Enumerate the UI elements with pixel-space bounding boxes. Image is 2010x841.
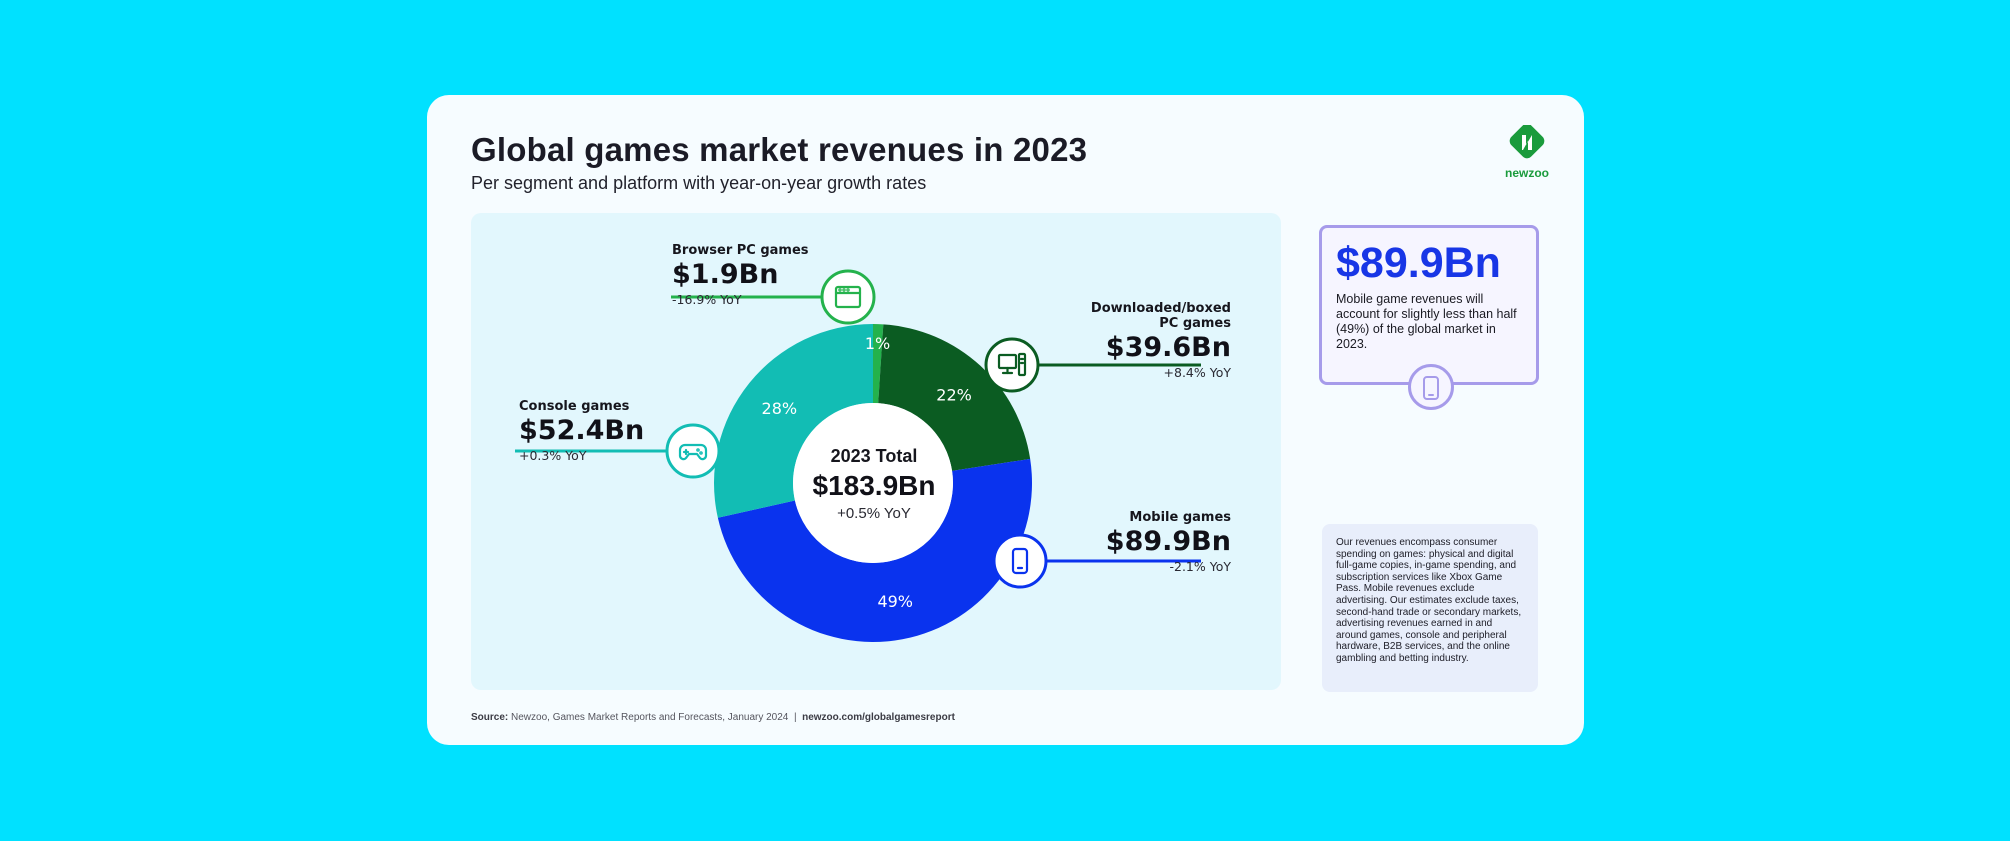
chart-panel: 1% 22% 49% 28% 2023 Total $183.9Bn +0.5% Yo…: [471, 213, 1281, 690]
slice-mobile: [717, 458, 1032, 643]
legend-mobile-yoy: -2.1% YoY: [1169, 559, 1232, 574]
center-total-value: $183.9Bn: [812, 470, 936, 501]
label-mobile: Mobile games $89.9Bn -2.1% YoY: [1041, 510, 1231, 574]
legend-mobile-name: Mobile games: [1129, 510, 1231, 525]
source-footer: Source: Newzoo, Games Market Reports and…: [471, 712, 955, 723]
source-text: Newzoo, Games Market Reports and Forecas…: [511, 712, 789, 723]
donut-hole: [793, 403, 953, 563]
legend-downloaded-pc-value: $39.6Bn: [1105, 332, 1231, 363]
page-title: Global games market revenues in 2023: [471, 131, 1088, 168]
legend-browser-pc-value: $1.9Bn: [672, 259, 779, 290]
label-browser-pc: Browser PC games $1.9Bn -16.9% YoY: [672, 243, 809, 307]
infographic-card: Global games market revenues in 2023 Per…: [427, 95, 1584, 745]
donut-slices: [714, 324, 1032, 643]
legend-console-name: Console games: [519, 399, 630, 414]
percent-label-downloaded-pc: 22%: [936, 386, 972, 405]
percent-label-console: 28%: [762, 399, 798, 418]
gamepad-icon: [665, 423, 721, 479]
mobile-phone-icon: [1408, 364, 1454, 410]
legend-downloaded-pc-yoy: +8.4% YoY: [1163, 365, 1231, 380]
slice-browser-pc: [873, 324, 884, 404]
newzoo-logo: newzoo: [1501, 125, 1553, 185]
label-downloaded-pc: Downloaded/boxed PC games $39.6Bn +8.4% …: [1041, 301, 1231, 380]
mobile-phone-icon: [992, 533, 1048, 589]
browser-window-icon: [820, 269, 876, 325]
callout-value: $89.9Bn: [1336, 239, 1501, 287]
legend-browser-pc-name: Browser PC games: [672, 243, 809, 258]
mobile-callout-box: $89.9Bn Mobile game revenues will accoun…: [1319, 225, 1539, 410]
legend-downloaded-pc-name-line1: Downloaded/boxed: [1090, 301, 1231, 316]
slice-downloaded-pc: [878, 324, 1031, 471]
percent-label-browser-pc: 1%: [865, 334, 890, 353]
segment-icons: [665, 269, 1048, 589]
newzoo-logo-icon: [1509, 125, 1545, 159]
callout-text: Mobile game revenues will account for sl…: [1336, 292, 1517, 351]
donut-center-label: 2023 Total $183.9Bn +0.5% YoY: [784, 446, 964, 522]
leader-lines: [515, 295, 1201, 563]
desktop-computer-icon: [984, 337, 1040, 393]
legend-mobile-value: $89.9Bn: [1105, 526, 1231, 557]
label-console: Console games $52.4Bn +0.3% YoY: [519, 399, 644, 463]
center-yoy: +0.5% YoY: [837, 505, 911, 522]
source-url[interactable]: newzoo.com/globalgamesreport: [802, 712, 955, 723]
slice-console: [714, 324, 873, 518]
legend-browser-pc-yoy: -16.9% YoY: [672, 292, 742, 307]
center-title: 2023 Total: [830, 446, 918, 466]
legend-console-yoy: +0.3% YoY: [519, 448, 587, 463]
percent-label-mobile: 49%: [877, 592, 913, 611]
legend-console-value: $52.4Bn: [519, 415, 645, 446]
donut-chart: 1% 22% 49% 28%: [515, 269, 1201, 643]
legend-downloaded-pc-name-line2: PC games: [1159, 316, 1231, 331]
source-label: Source:: [471, 712, 509, 723]
methodology-note: Our revenues encompass consumer spending…: [1322, 524, 1538, 692]
percent-labels: 1% 22% 49% 28%: [762, 334, 972, 611]
page-subtitle: Per segment and platform with year-on-ye…: [471, 173, 927, 193]
logo-text: newzoo: [1505, 166, 1549, 180]
source-separator: |: [793, 712, 797, 723]
